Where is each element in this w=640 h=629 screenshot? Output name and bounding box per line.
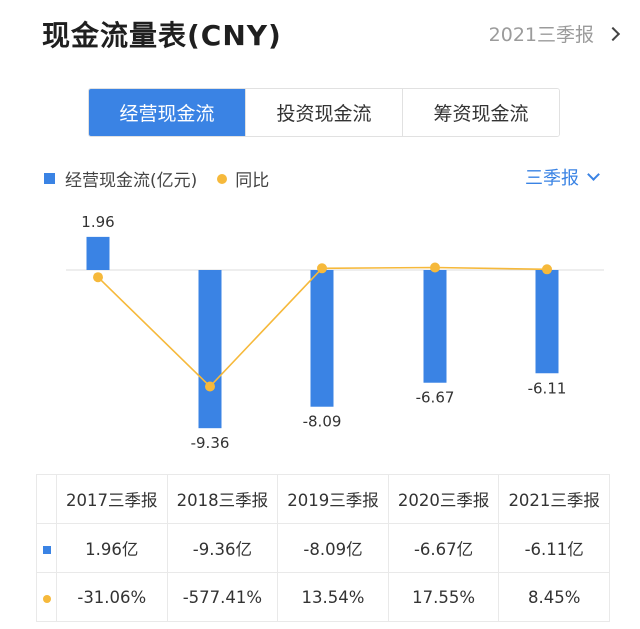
table-cell: 8.45%: [498, 572, 610, 622]
bar-value-label: -9.36: [191, 434, 230, 452]
table-header-cell: 2020三季报: [387, 474, 500, 524]
tab-operating-cashflow[interactable]: 经营现金流: [89, 89, 245, 136]
yoy-point-2019三季报: [317, 263, 327, 274]
bar-2019三季报: [310, 270, 334, 407]
cashflow-chart: 1.96 -9.36 -8.09 -6.67 -6.11: [66, 213, 604, 452]
table-header-cell: 2021三季报: [498, 474, 610, 524]
table-cell: 1.96亿: [56, 523, 168, 573]
chart-legend: 经营现金流(亿元) 同比: [44, 166, 269, 191]
table-cell: 13.54%: [277, 572, 389, 622]
table-header-cell: 2019三季报: [277, 474, 389, 524]
bar-2017三季报: [86, 236, 110, 270]
bar-value-label: 1.96: [81, 213, 114, 231]
bar-value-label: -8.09: [303, 413, 342, 431]
legend-bar-swatch: [44, 173, 55, 184]
table-cell: -31.06%: [56, 572, 168, 622]
tab-investing-cashflow[interactable]: 投资现金流: [245, 89, 402, 136]
bar-2018三季报: [198, 270, 222, 429]
table-cell: -6.11亿: [498, 523, 610, 573]
bar-value-label: -6.67: [416, 389, 455, 407]
table-cell: -577.41%: [166, 572, 279, 622]
period-link[interactable]: 2021三季报: [488, 20, 621, 47]
table-cell: -9.36亿: [166, 523, 279, 573]
period-select-label: 三季报: [525, 168, 579, 189]
table-row-yoy: -31.06% -577.41% 13.54% 17.55% 8.45%: [36, 572, 610, 622]
legend-bar-label: 经营现金流(亿元): [65, 171, 198, 191]
legend-line-label: 同比: [235, 171, 270, 191]
bar-2020三季报: [423, 270, 447, 383]
header: 现金流量表(CNY) 2021三季报: [0, 0, 640, 70]
cashflow-tabs: 经营现金流 投资现金流 筹资现金流: [88, 88, 560, 137]
table-cell: -8.09亿: [277, 523, 389, 573]
table-cell: -6.67亿: [387, 523, 500, 573]
chevron-right-icon: [605, 26, 621, 41]
table-header-cell: 2018三季报: [166, 474, 279, 524]
table-row-cashflow: 1.96亿 -9.36亿 -8.09亿 -6.67亿 -6.11亿: [36, 523, 610, 573]
yoy-point-2018三季报: [205, 381, 215, 392]
row-marker-cell: [36, 572, 57, 622]
row-marker-cell: [36, 523, 57, 573]
tab-financing-cashflow[interactable]: 筹资现金流: [402, 89, 559, 136]
bar-2021三季报: [535, 270, 559, 374]
yoy-point-2020三季报: [430, 262, 440, 273]
bar-value-label: -6.11: [528, 379, 567, 397]
table-cell: 17.55%: [387, 572, 500, 622]
yoy-dot-icon: [42, 594, 51, 603]
period-select[interactable]: 三季报: [525, 164, 600, 190]
data-table: 2017三季报 2018三季报 2019三季报 2020三季报 2021三季报 …: [36, 474, 610, 622]
table-corner-cell: [36, 474, 57, 524]
legend-line-swatch: [217, 173, 228, 184]
period-link-label: 2021三季报: [488, 24, 594, 46]
yoy-point-2021三季报: [542, 264, 552, 275]
cashflow-square-icon: [42, 545, 51, 554]
page-title: 现金流量表(CNY): [42, 19, 282, 52]
yoy-point-2017三季报: [93, 272, 103, 283]
table-header-cell: 2017三季报: [56, 474, 168, 524]
chevron-down-icon: [587, 168, 600, 181]
table-header-row: 2017三季报 2018三季报 2019三季报 2020三季报 2021三季报: [36, 474, 610, 524]
